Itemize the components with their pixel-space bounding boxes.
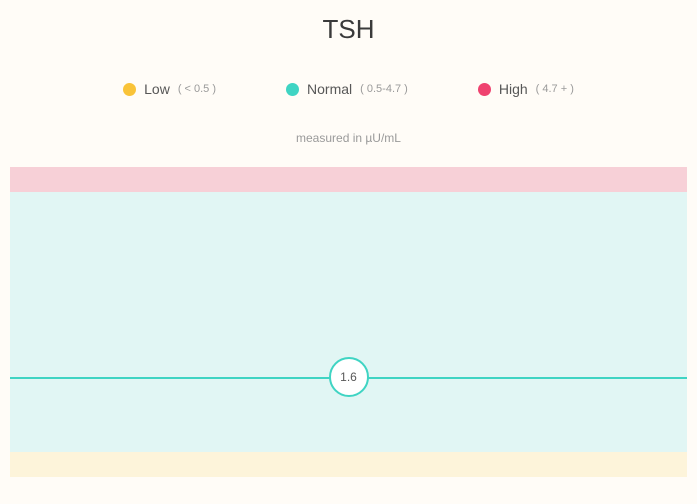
- band-low: [10, 452, 687, 477]
- band-high: [10, 167, 687, 192]
- legend-item-high: High ( 4.7 + ): [478, 81, 574, 97]
- biomarker-panel: TSH Low ( < 0.5 ) Normal ( 0.5-4.7 ) Hig…: [0, 0, 697, 504]
- legend: Low ( < 0.5 ) Normal ( 0.5-4.7 ) High ( …: [0, 81, 697, 97]
- value-marker: 1.6: [329, 357, 369, 397]
- legend-item-normal: Normal ( 0.5-4.7 ): [286, 81, 408, 97]
- page-title: TSH: [0, 0, 697, 45]
- legend-item-low: Low ( < 0.5 ): [123, 81, 216, 97]
- legend-dot-normal: [286, 83, 299, 96]
- band-normal: [10, 192, 687, 452]
- legend-dot-high: [478, 83, 491, 96]
- value-label: 1.6: [340, 370, 357, 384]
- legend-range-normal: ( 0.5-4.7 ): [360, 83, 408, 95]
- legend-range-high: ( 4.7 + ): [536, 83, 574, 95]
- range-chart: 1.6: [10, 167, 687, 477]
- legend-label-normal: Normal: [307, 81, 352, 97]
- legend-dot-low: [123, 83, 136, 96]
- legend-label-low: Low: [144, 81, 170, 97]
- legend-range-low: ( < 0.5 ): [178, 83, 216, 95]
- unit-label: measured in µU/mL: [0, 131, 697, 145]
- legend-label-high: High: [499, 81, 528, 97]
